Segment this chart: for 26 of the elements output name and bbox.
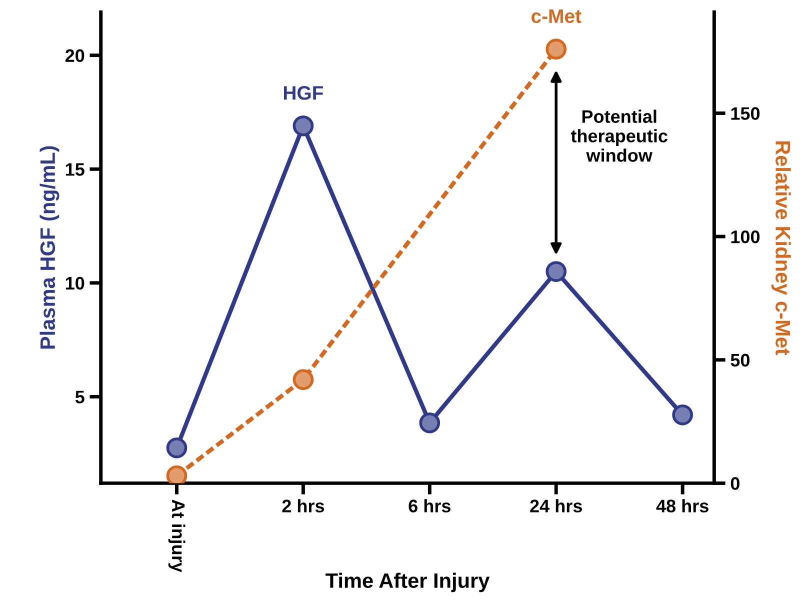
point [419,412,440,434]
y-tick-label: 5 [75,390,84,404]
x-tick-label: 2 hrs [282,499,324,512]
x-tick-label: 48 hrs [656,499,708,512]
y-tick-label: 20 [65,49,84,62]
y2-tick-label: 100 [731,230,760,244]
x-tick-label: 6 hrs [408,499,451,512]
annotation: Potential therapeutic window [570,110,668,162]
y-tick-label: 10 [66,276,84,290]
series-label: HGF [284,86,324,100]
x-tick-label: At injury [168,500,186,572]
y-axis-title: Plasma HGF (ng/mL) [40,146,60,349]
point [672,404,693,426]
y-tick-label: 15 [66,163,84,176]
point [292,369,314,390]
y2-tick-label: 0 [730,477,740,490]
point [546,261,567,282]
series-label: c-Met [531,9,582,24]
y2-axis-title: Relative Kidney c-Met [771,141,791,356]
x-tick-label: 24 hrs [530,499,582,512]
y2-tick-label: 50 [730,354,750,367]
point [166,438,188,458]
point [292,115,314,136]
x-axis-title: Time After Injury [326,572,490,592]
point [546,38,567,60]
y2-tick-label: 150 [731,107,760,120]
